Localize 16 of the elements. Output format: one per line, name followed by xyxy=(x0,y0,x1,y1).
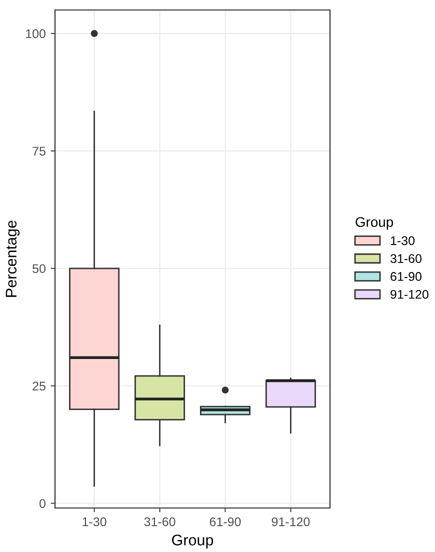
y-tick-label: 0 xyxy=(40,499,46,508)
legend-label: 1-30 xyxy=(390,236,415,246)
x-tick-label: 91-120 xyxy=(272,517,310,526)
x-tick-label: 31-60 xyxy=(144,517,176,526)
legend-title: Group xyxy=(356,217,394,230)
y-tick-label: 50 xyxy=(32,264,46,274)
legend-label: 91-120 xyxy=(390,290,428,299)
y-tick-label: 75 xyxy=(32,146,46,156)
legend-label: 61-90 xyxy=(390,272,422,281)
x-tick-label: 61-90 xyxy=(210,517,241,526)
legend-label: 31-60 xyxy=(390,254,422,264)
y-axis-title: Percentage xyxy=(6,220,20,297)
y-tick-label: 25 xyxy=(32,382,46,390)
y-tick-label: 100 xyxy=(26,29,46,38)
x-tick-label: 1-30 xyxy=(82,517,106,526)
x-axis-title: Group xyxy=(172,534,214,548)
